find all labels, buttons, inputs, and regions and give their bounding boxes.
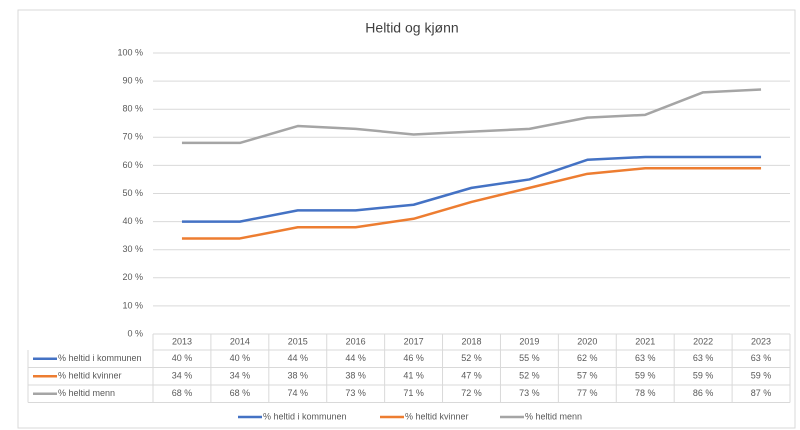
- table-cell: 63 %: [635, 353, 656, 363]
- table-cell: 52 %: [519, 371, 540, 381]
- table-cell: 59 %: [693, 371, 714, 381]
- table-cell: 47 %: [461, 371, 482, 381]
- table-cell: 52 %: [461, 353, 482, 363]
- table-cell: 73 %: [345, 388, 366, 398]
- table-cell: 87 %: [751, 388, 772, 398]
- table-cell: 74 %: [288, 388, 309, 398]
- table-cell: 38 %: [288, 371, 309, 381]
- table-cell: 38 %: [345, 371, 366, 381]
- table-cell: 44 %: [345, 353, 366, 363]
- table-cell: 72 %: [461, 388, 482, 398]
- table-cell: 34 %: [230, 371, 251, 381]
- x-tick-label: 2018: [461, 336, 481, 346]
- series-line: [181, 155, 762, 223]
- chart-title: Heltid og kjønn: [365, 20, 458, 36]
- table-cell: 86 %: [693, 388, 714, 398]
- y-tick-label: 0 %: [127, 328, 143, 338]
- y-tick-label: 80 %: [122, 104, 143, 114]
- table-cell: 62 %: [577, 353, 598, 363]
- table-cell: 63 %: [693, 353, 714, 363]
- y-tick-label: 10 %: [122, 300, 143, 310]
- table-cell: 73 %: [519, 388, 540, 398]
- y-tick-label: 70 %: [122, 132, 143, 142]
- legend-label: % heltid i kommunen: [263, 411, 347, 421]
- y-tick-label: 60 %: [122, 160, 143, 170]
- table-cell: 59 %: [635, 371, 656, 381]
- x-tick-label: 2020: [577, 336, 597, 346]
- table-cell: 44 %: [288, 353, 309, 363]
- table-cell: 77 %: [577, 388, 598, 398]
- table-cell: 57 %: [577, 371, 598, 381]
- y-tick-label: 30 %: [122, 244, 143, 254]
- y-tick-label: 50 %: [122, 188, 143, 198]
- table-cell: 68 %: [230, 388, 251, 398]
- legend-label: % heltid menn: [525, 411, 582, 421]
- series-line: [181, 166, 762, 240]
- table-cell: 55 %: [519, 353, 540, 363]
- x-tick-label: 2019: [519, 336, 539, 346]
- y-tick-label: 40 %: [122, 216, 143, 226]
- table-cell: 59 %: [751, 371, 772, 381]
- x-tick-label: 2023: [751, 336, 771, 346]
- series-line: [181, 88, 762, 145]
- table-cell: 40 %: [230, 353, 251, 363]
- x-tick-label: 2017: [404, 336, 424, 346]
- x-tick-label: 2015: [288, 336, 308, 346]
- x-tick-label: 2014: [230, 336, 250, 346]
- table-cell: 63 %: [751, 353, 772, 363]
- x-tick-label: 2016: [346, 336, 366, 346]
- table-row-label: % heltid menn: [58, 388, 115, 398]
- table-cell: 46 %: [403, 353, 424, 363]
- table-cell: 68 %: [172, 388, 193, 398]
- y-tick-label: 90 %: [122, 75, 143, 85]
- legend-label: % heltid kvinner: [405, 411, 469, 421]
- y-tick-label: 100 %: [117, 47, 143, 57]
- x-tick-label: 2013: [172, 336, 192, 346]
- table-cell: 78 %: [635, 388, 656, 398]
- table-cell: 41 %: [403, 371, 424, 381]
- y-tick-label: 20 %: [122, 272, 143, 282]
- table-cell: 34 %: [172, 371, 193, 381]
- table-row-label: % heltid i kommunen: [58, 353, 142, 363]
- table-cell: 40 %: [172, 353, 193, 363]
- x-tick-label: 2022: [693, 336, 713, 346]
- table-row-label: % heltid kvinner: [58, 371, 122, 381]
- x-tick-label: 2021: [635, 336, 655, 346]
- table-cell: 71 %: [403, 388, 424, 398]
